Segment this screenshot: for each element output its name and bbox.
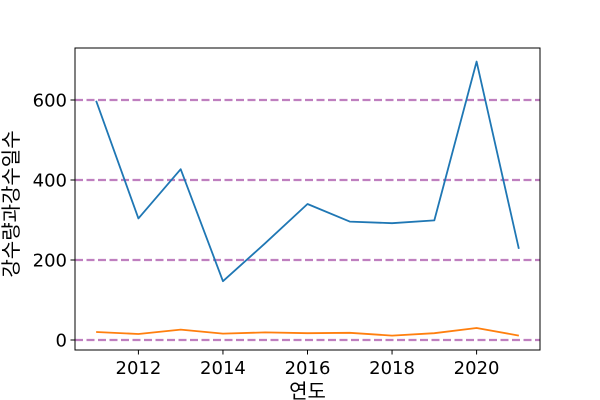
series-layer [95, 60, 520, 337]
y-axis-label: 강수량과강수일수 [0, 130, 23, 277]
y-tick-label: 0 [56, 331, 67, 352]
x-tick-label: 2020 [454, 358, 500, 379]
plot-frame [74, 47, 541, 351]
x-tick-label: 2016 [285, 358, 331, 379]
x-axis-label: 연도 [289, 379, 326, 400]
hlines-layer [75, 98, 540, 342]
xticks-layer: 2012 2014 2016 2018 2020 [116, 350, 500, 379]
yticks-layer: 0 200 400 600 [33, 91, 75, 352]
x-tick-label: 2018 [369, 358, 415, 379]
series-line-1 [95, 60, 520, 283]
x-tick-label: 2012 [116, 358, 162, 379]
series-line-2 [96, 327, 520, 337]
y-tick-label: 400 [33, 171, 67, 192]
y-tick-label: 600 [33, 91, 67, 112]
x-tick-label: 2014 [200, 358, 246, 379]
y-tick-label: 200 [33, 251, 67, 272]
